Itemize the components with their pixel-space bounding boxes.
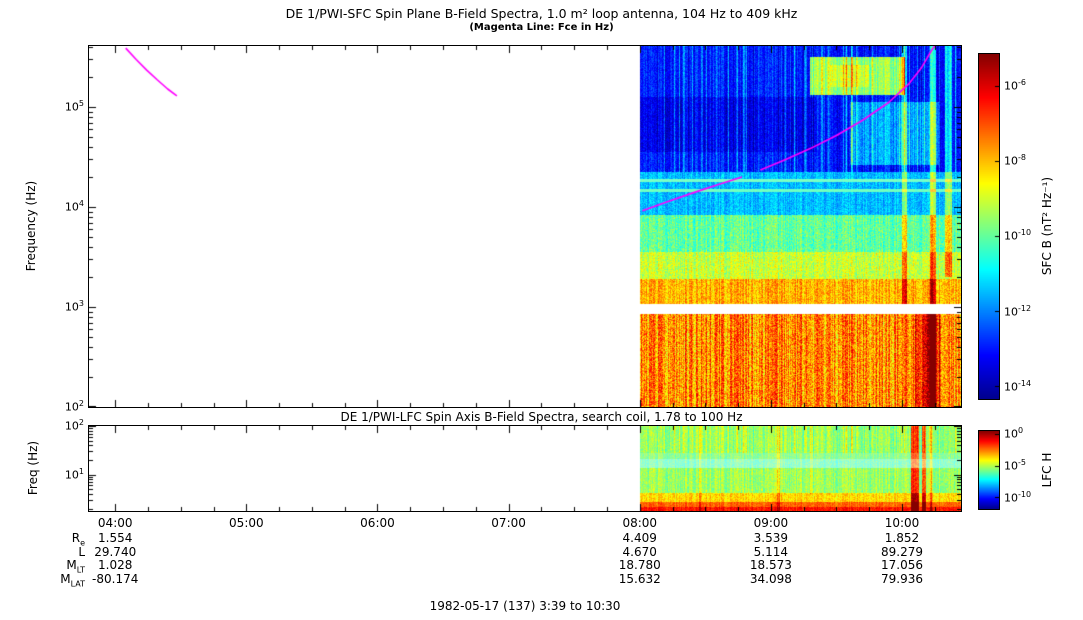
bottom-colorbar-tick-label: 10-5 bbox=[1004, 457, 1026, 473]
bottom-spectrogram-canvas bbox=[89, 426, 961, 511]
ephemeris-value: 29.740 bbox=[94, 544, 137, 559]
time-tick-label: 06:00 bbox=[360, 516, 395, 530]
bottom-spectrogram-panel bbox=[88, 425, 962, 512]
top-panel-title: DE 1/PWI-SFC Spin Plane B-Field Spectra,… bbox=[285, 6, 798, 21]
time-tick-label: 05:00 bbox=[229, 516, 264, 530]
time-tick-label: 07:00 bbox=[491, 516, 526, 530]
ephemeris-row-label: Re bbox=[71, 531, 85, 548]
ephemeris-value: 1.554 bbox=[98, 531, 133, 545]
time-tick-label: 10:00 bbox=[884, 516, 920, 530]
ephemeris-value: 5.114 bbox=[753, 544, 789, 559]
ephemeris-value: 18.573 bbox=[749, 558, 792, 572]
bottom-panel-title: DE 1/PWI-LFC Spin Axis B-Field Spectra, … bbox=[340, 410, 743, 424]
ephemeris-value: 17.056 bbox=[880, 558, 923, 572]
top-colorbar-tick-label: 10-6 bbox=[1004, 77, 1026, 93]
ephemeris-value: -80.174 bbox=[92, 571, 139, 586]
top-panel-y-tick-label: 104 bbox=[64, 199, 84, 214]
ephemeris-row-label: MLAT bbox=[60, 571, 85, 588]
top-panel-y-tick-label: 103 bbox=[64, 299, 84, 314]
ephemeris-value: 3.539 bbox=[753, 531, 789, 545]
time-tick-label: 09:00 bbox=[753, 516, 789, 530]
bottom-colorbar bbox=[978, 430, 1000, 510]
top-colorbar-tick-label: 10-10 bbox=[1004, 228, 1032, 244]
date-range-caption: 1982-05-17 (137) 3:39 to 10:30 bbox=[429, 599, 621, 613]
ephemeris-value: 18.780 bbox=[618, 558, 661, 572]
bottom-panel-y-tick-label: 102 bbox=[64, 418, 84, 433]
top-spectrogram-canvas bbox=[89, 46, 961, 407]
top-colorbar bbox=[978, 53, 1000, 400]
top-colorbar-tick-label: 10-14 bbox=[1004, 378, 1032, 394]
bottom-colorbar-tick-label: 100 bbox=[1004, 425, 1024, 441]
time-tick-label: 04:00 bbox=[97, 516, 133, 530]
ephemeris-value: 79.936 bbox=[880, 571, 923, 586]
bottom-panel-y-tick-label: 101 bbox=[64, 466, 84, 482]
ephemeris-value: 15.632 bbox=[618, 571, 661, 586]
ephemeris-value: 1.852 bbox=[884, 531, 920, 545]
top-colorbar-tick-label: 10-12 bbox=[1004, 303, 1032, 319]
top-panel-y-tick-label: 105 bbox=[64, 99, 84, 114]
bottom-colorbar-canvas bbox=[979, 431, 999, 509]
top-colorbar-tick-label: 10-8 bbox=[1004, 153, 1026, 168]
top-panel-subtitle: (Magenta Line: Fce in Hz) bbox=[469, 22, 614, 33]
ephemeris-row-label: L bbox=[78, 544, 85, 559]
ephemeris-value: 34.098 bbox=[749, 571, 792, 586]
ephemeris-row-label: MLT bbox=[66, 558, 85, 575]
bottom-colorbar-tick-label: 10-10 bbox=[1004, 490, 1032, 505]
top-panel-y-tick-label: 102 bbox=[64, 399, 84, 414]
ephemeris-value: 4.409 bbox=[622, 531, 657, 545]
ephemeris-value: 89.279 bbox=[880, 544, 923, 559]
ephemeris-value: 1.028 bbox=[98, 558, 133, 572]
top-colorbar-canvas bbox=[979, 54, 999, 399]
ephemeris-value: 4.670 bbox=[622, 544, 657, 559]
top-spectrogram-panel bbox=[88, 45, 962, 408]
time-tick-label: 08:00 bbox=[622, 516, 658, 530]
